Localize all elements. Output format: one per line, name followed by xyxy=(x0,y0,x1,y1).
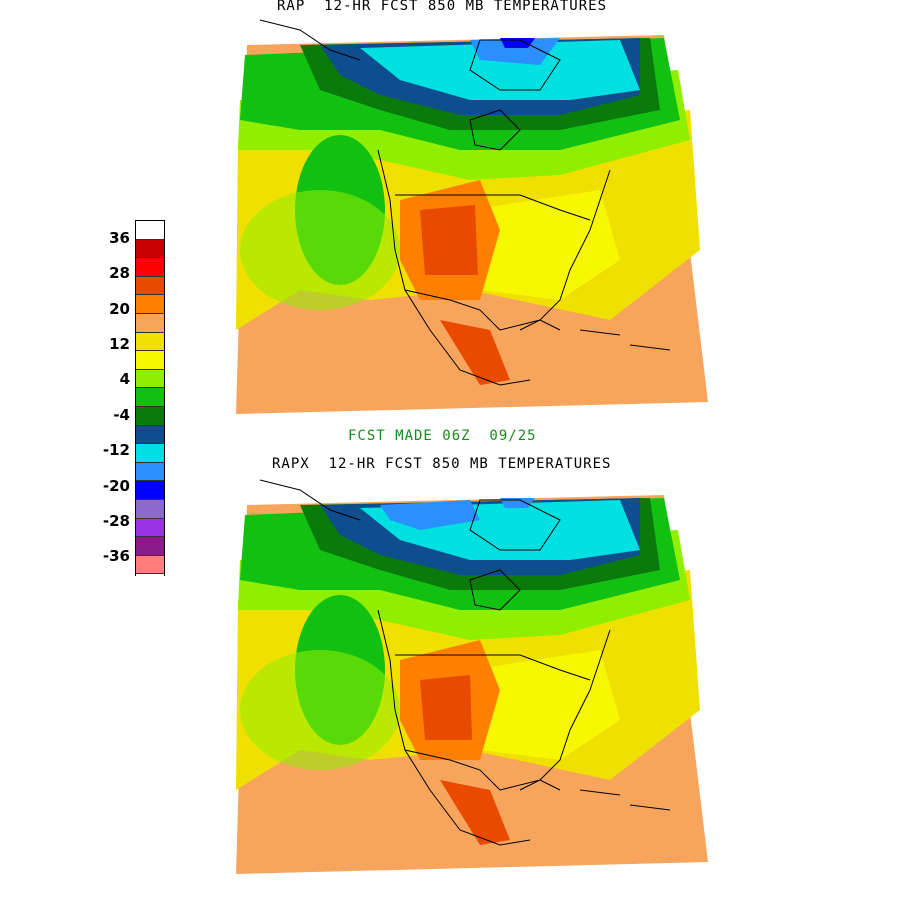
coastline-west xyxy=(377,149,531,386)
gulf-coast xyxy=(499,779,561,791)
legend-tick-label: -28 xyxy=(102,511,130,530)
hudson-bay xyxy=(469,569,521,611)
blue-region xyxy=(470,38,560,65)
top-map-outlines xyxy=(259,19,671,386)
legend-tick-label: 4 xyxy=(119,370,130,389)
pacific-lime-ring xyxy=(240,190,400,310)
plains-hot-core xyxy=(420,205,478,275)
alaska-coast xyxy=(259,479,361,521)
legend-swatch xyxy=(136,388,164,407)
legend-swatch xyxy=(136,351,164,370)
legend-swatch xyxy=(136,555,164,575)
legend-swatch xyxy=(136,481,164,500)
legend-tick-label: 28 xyxy=(109,264,130,283)
caribbean-islands xyxy=(579,329,671,351)
legend-swatch xyxy=(136,499,164,519)
caribbean-islands xyxy=(579,789,671,811)
blue-region xyxy=(380,500,480,530)
us-canada-border xyxy=(395,654,591,681)
bottom-map-title: RAPX 12-HR FCST 850 MB TEMPERATURES xyxy=(272,456,612,472)
legend-tick-label: -20 xyxy=(102,476,130,495)
coastline-west xyxy=(377,609,531,846)
legend-swatch xyxy=(136,406,164,426)
mexico-orange xyxy=(440,320,510,385)
legend-swatch xyxy=(136,518,164,538)
bottom-map-fill xyxy=(236,495,708,874)
cyan-region xyxy=(360,40,640,100)
us-canada-border xyxy=(395,194,591,221)
bottom-map-outlines xyxy=(259,479,671,846)
top-map-fill xyxy=(236,35,708,414)
legend-swatch xyxy=(136,537,164,556)
forecast-made-label: FCST MADE 06Z 09/25 xyxy=(348,428,537,444)
legend-tick-label: -12 xyxy=(102,441,130,460)
us-mexico-border xyxy=(404,289,501,331)
legend-swatch xyxy=(136,574,164,593)
legend-swatch xyxy=(136,425,164,445)
legend-swatch xyxy=(136,239,164,259)
legend-tick-label: 20 xyxy=(109,299,130,318)
greenland-coast xyxy=(469,39,561,91)
legend-swatch xyxy=(136,276,164,296)
legend-swatch xyxy=(136,462,164,482)
temperature-color-legend xyxy=(135,220,165,593)
top-temperature-map xyxy=(236,19,708,414)
plains-hot-core xyxy=(420,675,472,740)
legend-swatch xyxy=(136,369,164,389)
alaska-coast xyxy=(259,19,361,61)
pacific-lime-ring xyxy=(240,650,400,770)
legend-swatch xyxy=(136,295,164,314)
legend-tick-label: 12 xyxy=(109,334,130,353)
legend-swatch xyxy=(136,332,164,352)
gulf-coast xyxy=(499,319,561,331)
legend-tick-label: 36 xyxy=(109,228,130,247)
hudson-bay xyxy=(469,109,521,151)
legend-swatch xyxy=(136,444,164,463)
legend-swatch xyxy=(136,313,164,333)
us-mexico-border xyxy=(404,749,501,791)
top-map-title: RAP 12-HR FCST 850 MB TEMPERATURES xyxy=(277,0,608,14)
greenland-coast xyxy=(469,499,561,551)
bottom-temperature-map xyxy=(236,479,708,874)
mexico-orange xyxy=(440,780,510,845)
legend-swatch xyxy=(136,258,164,277)
legend-tick-label: -36 xyxy=(102,547,130,566)
legend-tick-label: -4 xyxy=(113,405,130,424)
legend-swatch xyxy=(136,221,164,240)
